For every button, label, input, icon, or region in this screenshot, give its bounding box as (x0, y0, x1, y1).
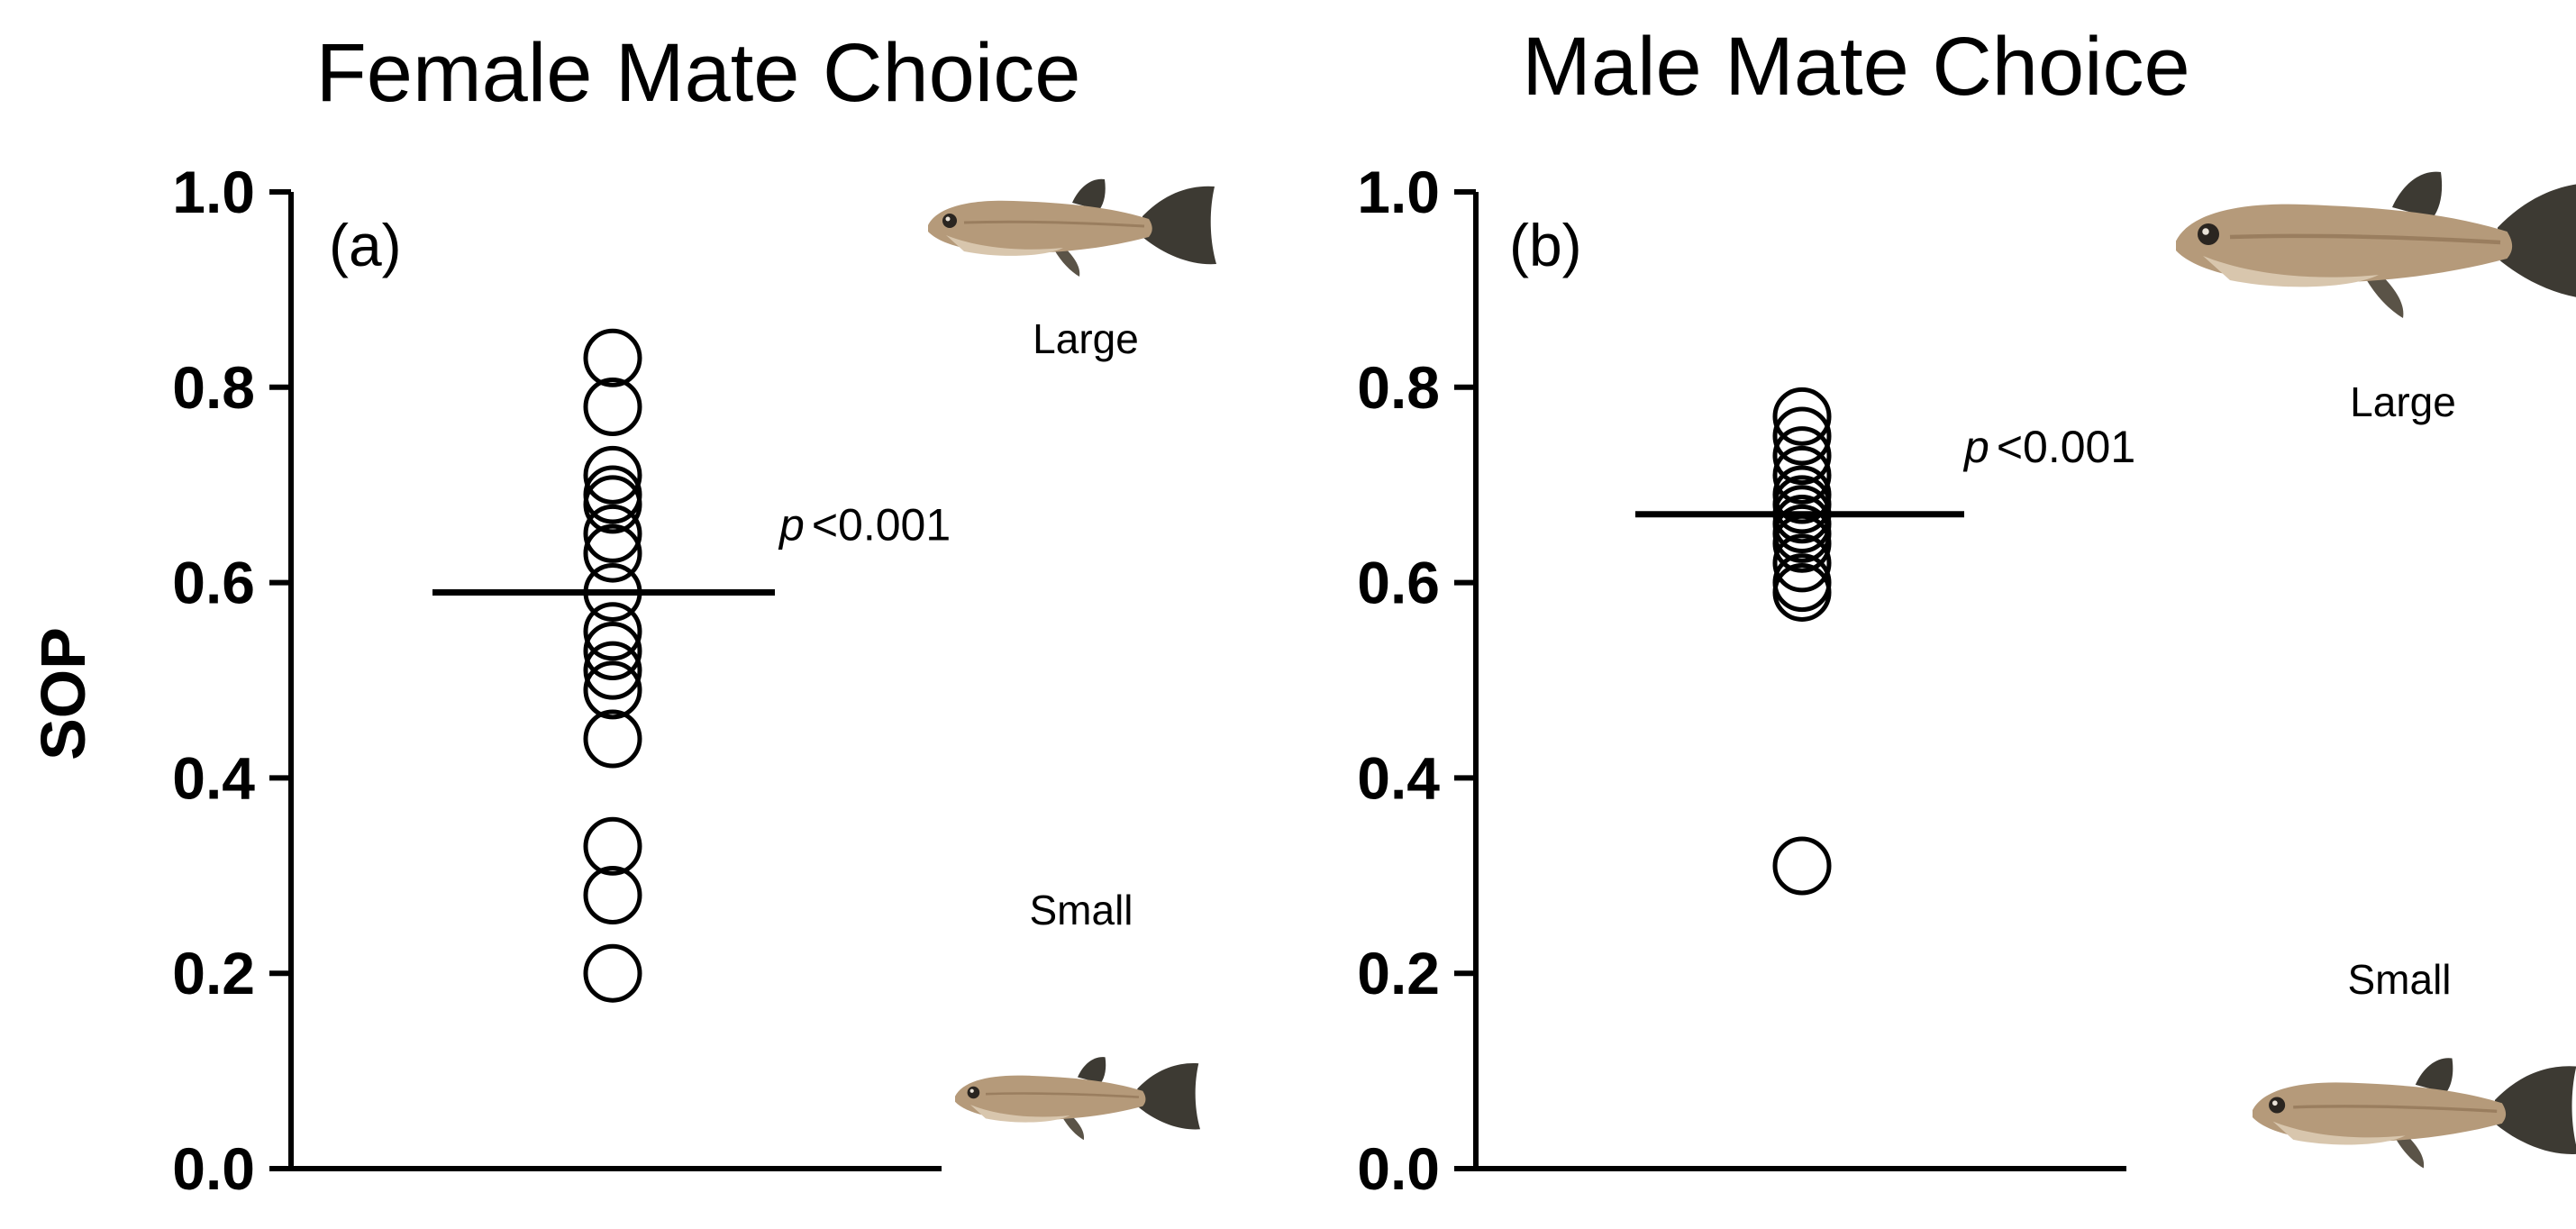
panel-a-data-point (583, 445, 642, 505)
panel-b-data-point (1772, 426, 1832, 486)
small-male-fish-image (2251, 1056, 2576, 1170)
panel-b-points (1772, 387, 1832, 896)
panel-b-y-tick-label: 1.0 (1357, 159, 1440, 225)
large-male-fish-image (2176, 172, 2576, 318)
panel-a-data-point (583, 377, 642, 436)
panel-a-title: Female Mate Choice (316, 27, 1081, 119)
panel-b-y-ticks: 0.0 0.2 0.4 0.6 0.8 1.0 (1357, 159, 1476, 1202)
panel-b-data-point (1772, 387, 1832, 446)
panel-b-axes (1473, 192, 2126, 1171)
panel-a-data-point (583, 328, 642, 387)
panel-b-y-tick-label: 0.6 (1357, 550, 1440, 616)
panel-a-data-point (583, 523, 642, 583)
panel-a-data-point (583, 709, 642, 769)
panel-a-data-point (583, 943, 642, 1003)
panel-b-data-point (1772, 562, 1832, 622)
panel-a-y-tick-label: 0.4 (172, 744, 255, 811)
panel-a-points (583, 328, 642, 1003)
panel-b-data-point (1772, 836, 1832, 896)
panel-b-data-point (1772, 406, 1832, 466)
panel-a-p-value: p <0.001 (778, 500, 951, 551)
panel-b-y-tick-label: 0.2 (1357, 940, 1440, 1006)
panel-b-y-tick-label: 0.0 (1357, 1135, 1440, 1202)
panel-a-data-point (583, 602, 642, 661)
panel-b-p-value: p <0.001 (1962, 422, 2135, 472)
y-axis-label: SOP (28, 627, 98, 760)
small-female-fish-image (953, 1055, 1202, 1142)
panel-b-title: Male Mate Choice (1522, 21, 2189, 113)
panel-a-y-tick-label: 0.6 (172, 550, 255, 616)
panel-a-data-point (583, 816, 642, 876)
panel-b-p-threshold: <0.001 (1997, 422, 2135, 472)
panel-a-data-point (583, 475, 642, 534)
panel-a-data-point (583, 660, 642, 720)
panel-a-y-tick-label: 0.2 (172, 940, 255, 1006)
panel-a-data-point (583, 641, 642, 700)
panel-b-data-point (1772, 533, 1832, 593)
panel-a: Female Mate Choice SOP (a) 0.00.20.40.60… (28, 27, 1218, 1202)
panel-b-data-point (1772, 445, 1832, 505)
panel-a-small-label: Small (1029, 887, 1133, 933)
panel-a-data-point (583, 621, 642, 680)
panel-b-small-label: Small (2347, 956, 2451, 1003)
panel-a-data-point (583, 865, 642, 924)
panel-a-y-tick-label: 0.8 (172, 354, 255, 421)
panel-a-y-tick-label: 0.0 (172, 1135, 255, 1202)
panel-b-large-label: Large (2350, 378, 2456, 425)
panel-b: Male Mate Choice (b) 0.00.20.40.60.81.0 … (1357, 21, 2576, 1202)
panel-b-y-tick-label: 0.8 (1357, 354, 1440, 421)
panel-a-axes (288, 192, 942, 1171)
panel-a-y-tick-label: 1.0 (172, 159, 255, 225)
panel-a-large-label: Large (1033, 315, 1139, 362)
large-female-fish-image (926, 178, 1218, 278)
panel-a-y-ticks: 0.0 0.2 0.4 0.6 0.8 1.0 (172, 159, 291, 1202)
panel-b-y-tick-label: 0.4 (1357, 744, 1440, 811)
panel-a-label: (a) (329, 212, 402, 278)
panel-a-p-threshold: <0.001 (812, 500, 951, 551)
panel-a-data-point (583, 504, 642, 563)
panel-b-label: (b) (1509, 212, 1582, 278)
panel-a-p-symbol: p (778, 500, 805, 551)
panel-b-p-symbol: p (1962, 422, 1989, 472)
